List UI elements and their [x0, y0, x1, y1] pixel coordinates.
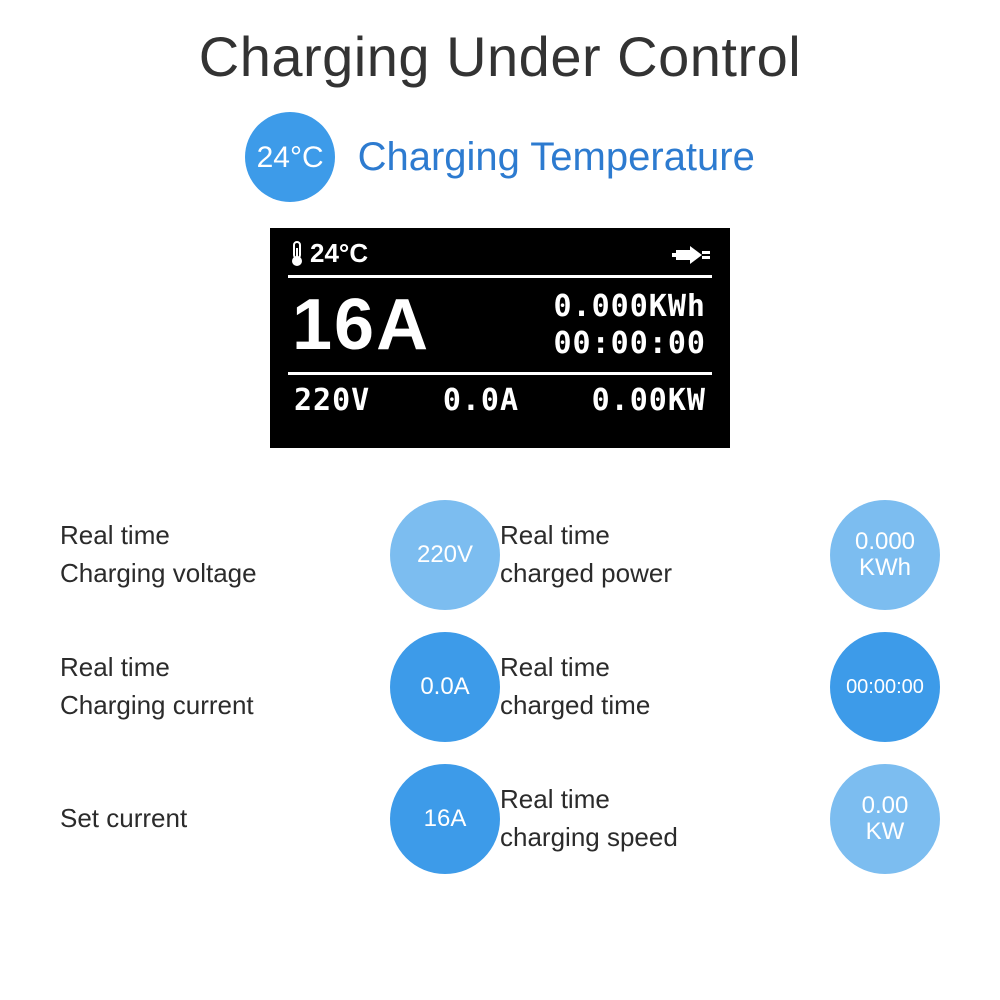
plug-icon — [672, 238, 712, 269]
stat-cell: Real timecharging speed0.00KW — [500, 764, 940, 874]
stat-cell: Set current16A — [60, 764, 500, 874]
temperature-badge: 24°C — [245, 112, 335, 202]
lcd-temp: 24°C — [288, 238, 368, 269]
stat-label: Real timecharged time — [500, 649, 830, 724]
stat-value-badge: 0.00KW — [830, 764, 940, 874]
lcd-power: 0.00KW — [592, 383, 706, 418]
stat-cell: Real timeCharging current0.0A — [60, 632, 500, 742]
stat-value-badge: 16A — [390, 764, 500, 874]
lcd-time: 00:00:00 — [430, 325, 706, 363]
stat-label: Real timeCharging current — [60, 649, 390, 724]
stat-cell: Real timeCharging voltage220V — [60, 500, 500, 610]
stat-label: Real timeCharging voltage — [60, 517, 390, 592]
lcd-set-current: 16A — [288, 284, 430, 366]
lcd-current: 0.0A — [443, 383, 519, 418]
stat-label: Set current — [60, 800, 390, 838]
stat-label: Real timecharging speed — [500, 781, 830, 856]
lcd-divider — [288, 372, 712, 375]
thermometer-icon — [288, 240, 306, 268]
lcd-voltage: 220V — [294, 383, 370, 418]
stat-value-badge: 0.0A — [390, 632, 500, 742]
page-title: Charging Under Control — [0, 24, 1000, 89]
stat-value-badge: 220V — [390, 500, 500, 610]
stat-cell: Real timecharged time00:00:00 — [500, 632, 940, 742]
lcd-energy: 0.000KWh — [430, 288, 706, 326]
stats-grid: Real timeCharging voltage220VReal timech… — [60, 478, 940, 896]
lcd-display: 24°C 16A 0.000KWh 00:00:00 220V 0.0A 0.0… — [270, 228, 730, 448]
temperature-label: Charging Temperature — [358, 135, 755, 180]
temperature-row: 24°C Charging Temperature — [0, 112, 1000, 202]
stat-value-badge: 0.000KWh — [830, 500, 940, 610]
stat-label: Real timecharged power — [500, 517, 830, 592]
stat-value-badge: 00:00:00 — [830, 632, 940, 742]
lcd-divider — [288, 275, 712, 278]
stat-cell: Real timecharged power0.000KWh — [500, 500, 940, 610]
